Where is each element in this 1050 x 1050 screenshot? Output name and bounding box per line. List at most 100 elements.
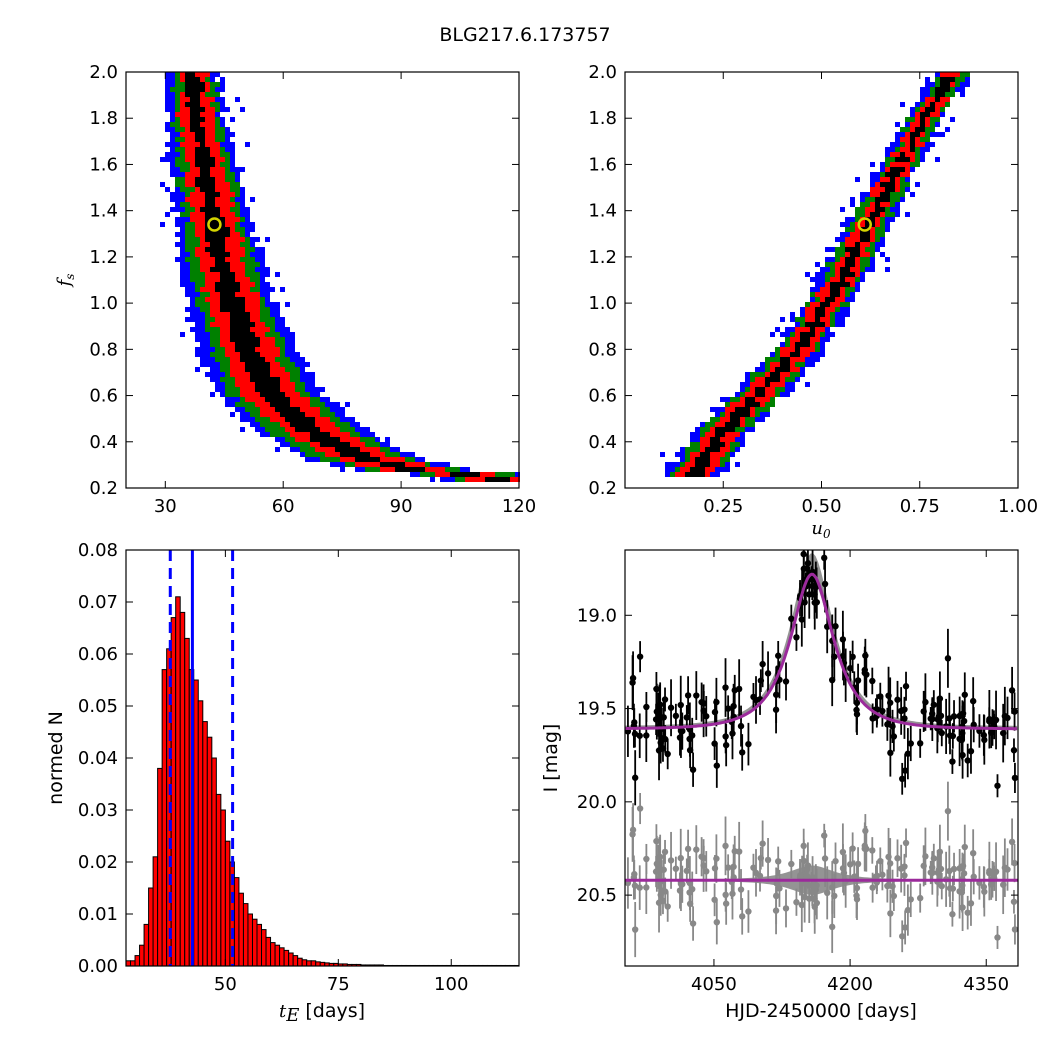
confidence-cell — [780, 362, 790, 367]
residual-point — [994, 934, 1001, 941]
confidence-cell — [800, 337, 810, 342]
confidence-cell — [810, 277, 815, 282]
residual-point — [828, 923, 836, 931]
confidence-cell — [745, 402, 760, 407]
confidence-cell — [215, 257, 225, 262]
confidence-cell — [780, 317, 785, 322]
y-tick-label: 1.4 — [89, 201, 118, 222]
confidence-cell — [730, 417, 740, 422]
residual-point — [636, 805, 644, 812]
data-point — [938, 729, 945, 737]
y-tick-label: 20.5 — [577, 885, 617, 906]
histogram-bar — [215, 793, 222, 967]
data-point — [969, 697, 977, 705]
confidence-cell — [230, 322, 255, 327]
residual-point — [631, 926, 639, 933]
confidence-cell — [250, 197, 255, 202]
residual-point — [829, 884, 836, 891]
residual-point — [907, 896, 914, 903]
data-point — [832, 623, 839, 630]
x-tick-label: 75 — [327, 974, 350, 995]
data-point — [631, 774, 639, 781]
confidence-cell — [200, 142, 205, 147]
data-point — [806, 591, 813, 598]
y-tick-label: 0.08 — [78, 540, 118, 561]
residual-point — [879, 871, 886, 878]
data-point — [683, 714, 691, 721]
confidence-cell — [165, 212, 170, 217]
residual-point — [722, 842, 729, 850]
residual-point — [798, 901, 806, 909]
residual-point — [986, 867, 993, 875]
confidence-cell — [230, 312, 250, 317]
histogram-bar — [197, 700, 204, 967]
residual-point — [821, 855, 829, 862]
confidence-cell — [880, 182, 895, 187]
confidence-cell — [780, 357, 805, 362]
residual-point — [801, 893, 808, 901]
panel-tE-histogram: 50 75 100 0.00 0.01 0.02 0.03 0.04 0.05 0.06 0.07 0… — [45, 540, 520, 1026]
confidence-cell — [295, 427, 320, 432]
confidence-cell — [885, 257, 890, 262]
confidence-cell — [195, 137, 205, 142]
residual-point — [821, 832, 828, 839]
confidence-cell — [230, 132, 235, 137]
y-tick-label: 0.6 — [588, 386, 617, 407]
data-point — [930, 701, 938, 708]
confidence-cell — [220, 292, 235, 297]
data-point — [693, 692, 700, 699]
confidence-cell — [185, 82, 205, 87]
x-axis-label-subscript: 0 — [823, 527, 831, 541]
data-point — [793, 634, 800, 641]
confidence-cell — [895, 137, 900, 142]
confidence-cell — [255, 387, 280, 392]
histogram-bar — [306, 960, 312, 967]
histogram-bar — [261, 929, 267, 967]
confidence-cell — [310, 437, 340, 442]
confidence-cell — [850, 252, 860, 257]
confidence-cell — [905, 212, 910, 217]
data-point — [1008, 687, 1016, 694]
data-point — [745, 740, 752, 748]
histogram-bar — [265, 936, 272, 967]
confidence-cell — [770, 372, 780, 377]
histogram-bar — [283, 949, 290, 967]
histogram-bar — [292, 955, 299, 967]
figure-title: BLG217.6.173757 — [439, 24, 610, 46]
data-point — [737, 722, 745, 730]
y-axis-label: fs — [54, 274, 77, 289]
histogram-bar — [134, 955, 141, 967]
confidence-cell — [725, 422, 740, 427]
histogram-bar — [233, 877, 240, 967]
confidence-cell — [260, 392, 285, 397]
residual-point — [854, 860, 862, 868]
histogram-bar — [179, 611, 186, 967]
y-tick-label: 19.0 — [577, 605, 617, 626]
data-point — [854, 677, 862, 684]
confidence-cell — [920, 117, 925, 122]
confidence-cell — [240, 357, 265, 362]
data-point — [772, 706, 780, 713]
residual-point — [764, 856, 772, 864]
residual-point — [946, 885, 954, 892]
histogram-bar — [157, 767, 163, 967]
y-tick-label: 0.03 — [78, 800, 118, 821]
residual-point — [800, 842, 807, 850]
data-point — [853, 706, 860, 714]
confidence-cell — [930, 102, 935, 107]
residual-point — [656, 858, 663, 865]
residual-point — [745, 908, 752, 915]
confidence-cell — [220, 297, 245, 302]
residual-point — [824, 889, 831, 897]
data-point — [711, 708, 719, 716]
residual-point — [920, 862, 927, 870]
confidence-cell — [910, 147, 915, 152]
confidence-cell — [200, 167, 210, 172]
confidence-cell — [900, 102, 905, 107]
residual-point — [796, 872, 804, 879]
confidence-cell — [840, 267, 850, 272]
y-tick-label: 19.5 — [577, 699, 617, 720]
data-point — [750, 693, 757, 701]
confidence-cell — [895, 122, 900, 127]
